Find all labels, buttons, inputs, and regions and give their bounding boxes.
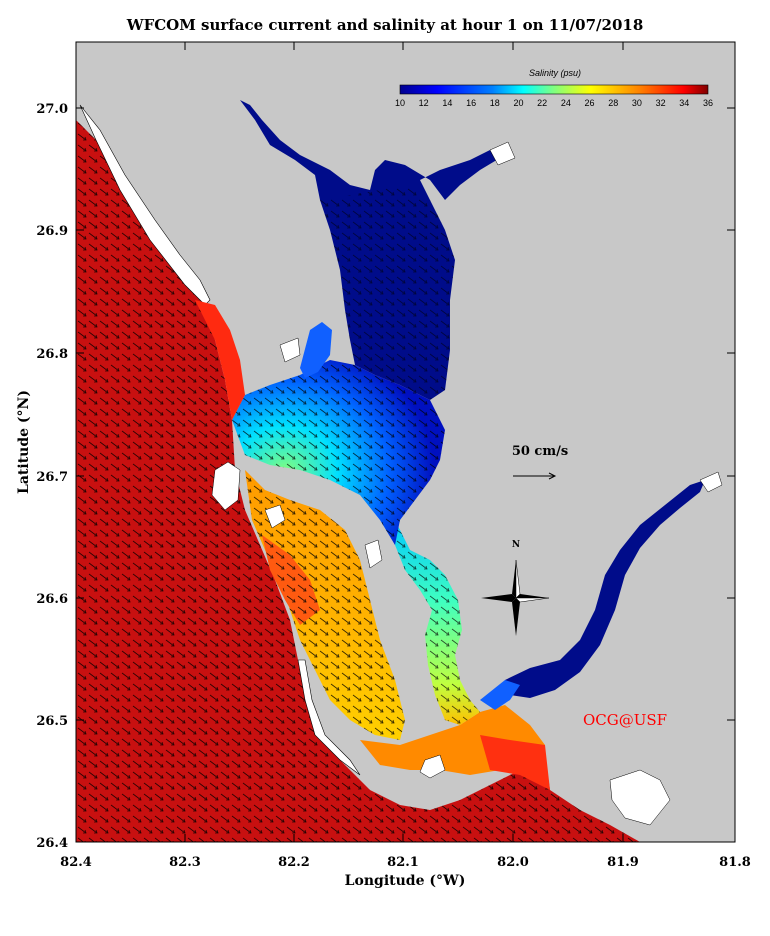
colorbar-tick-label: 28: [608, 98, 618, 108]
gulf-current-vectors: [76, 120, 640, 842]
y-tick-label: 26.4: [36, 836, 68, 851]
barrier-island-north: [79, 104, 211, 306]
x-tick-label: 82.4: [60, 855, 92, 870]
x-tick-label: 82.1: [387, 855, 419, 870]
y-tick-label: 26.7: [36, 470, 68, 485]
x-tick-label: 82.2: [278, 855, 310, 870]
colorbar-tick-label: 20: [513, 98, 523, 108]
colorbar-tick-label: 14: [442, 98, 452, 108]
scale-arrow-head: [548, 472, 557, 480]
san-carlos-bay-mouth: [480, 735, 550, 790]
colorbar-tick-label: 36: [703, 98, 713, 108]
colorbar-tick-label: 34: [679, 98, 689, 108]
harbor-channel-vectors: [395, 520, 480, 725]
x-axis-title: Longitude (°W): [345, 873, 466, 889]
colorbar-ticks: 10 12 14 16 18 20 22 24 26 28 30 32 34 36: [395, 98, 713, 108]
tick-marks: [76, 42, 735, 842]
north-compass: N: [481, 540, 550, 636]
charlotte-harbor-vectors: [232, 360, 445, 545]
x-tick-label: 81.9: [607, 855, 639, 870]
colorbar-tick-label: 24: [561, 98, 571, 108]
island-d: [609, 769, 671, 826]
river-mouth-transition: [480, 680, 520, 710]
compass-south-point: [512, 598, 520, 636]
x-tick-label: 81.8: [719, 855, 751, 870]
x-tick-label: 82.3: [169, 855, 201, 870]
colorbar-tick-label: 26: [585, 98, 595, 108]
y-tick-label: 26.8: [36, 347, 68, 362]
gasparilla-lagoon: [300, 322, 332, 378]
compass-north-label: N: [512, 540, 520, 550]
y-tick-label: 26.5: [36, 714, 68, 729]
y-tick-label: 27.0: [36, 102, 68, 117]
island-a: [211, 461, 241, 511]
island-g: [279, 337, 301, 363]
plot-frame: [75, 41, 736, 843]
map-title: WFCOM surface current and salinity at ho…: [126, 16, 644, 34]
island-e: [699, 471, 723, 493]
colorbar-tick-label: 16: [466, 98, 476, 108]
scale-arrow-label: 50 cm/s: [512, 444, 568, 459]
colorbar-tick-label: 22: [537, 98, 547, 108]
map-plot-area: [76, 42, 735, 842]
caloosahatchee-river: [505, 480, 705, 698]
upper-harbor-vectors: [320, 185, 455, 400]
y-tick-label: 26.6: [36, 592, 68, 607]
y-axis-title: Latitude (°N): [16, 390, 32, 494]
island-c: [419, 754, 446, 779]
x-tick-label: 82.0: [497, 855, 529, 870]
island-h: [364, 539, 383, 569]
colorbar-tick-label: 30: [632, 98, 642, 108]
scale-arrow: 50 cm/s: [512, 444, 568, 480]
colorbar-scale: [399, 84, 709, 95]
island-f: [489, 141, 516, 166]
compass-north-light: [515, 559, 521, 599]
colorbar-tick-label: 18: [490, 98, 500, 108]
colorbar-title: Salinity (psu): [529, 68, 581, 78]
colorbar-tick-label: 32: [656, 98, 666, 108]
compass-east-light: [515, 597, 550, 603]
credit-label: OCG@USF: [583, 711, 667, 729]
salinity-colorbar: Salinity (psu) 10 12 14 16 18 20 22 24 26 28 30 32 3…: [395, 68, 713, 108]
compass-west-point: [481, 594, 516, 602]
barrier-island-south: [297, 659, 361, 776]
pine-island-vectors: [245, 470, 405, 740]
colorbar-tick-label: 10: [395, 98, 405, 108]
colorbar-tick-label: 12: [419, 98, 429, 108]
inlet-pass-area: [195, 300, 245, 420]
y-tick-label: 26.9: [36, 224, 68, 239]
island-b: [264, 504, 286, 529]
